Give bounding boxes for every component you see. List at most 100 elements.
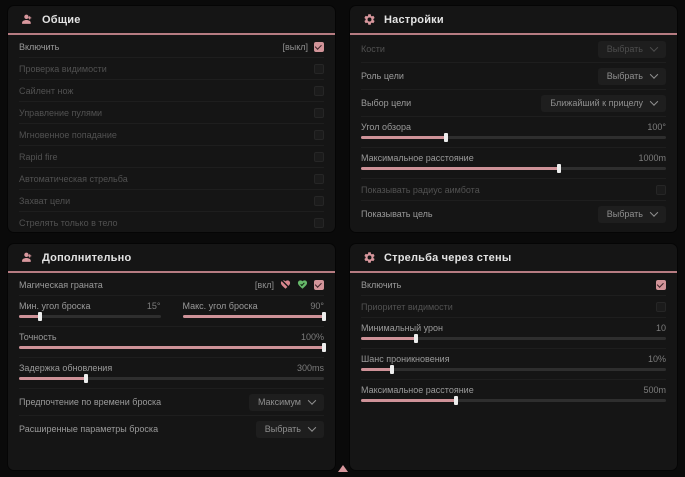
slider-label: Шанс проникновения: [361, 354, 450, 364]
toggle-row: Включить: [361, 274, 666, 296]
row-label: Включить: [19, 41, 60, 52]
row-controls: [314, 195, 324, 206]
toggle-row: Включить [выкл]: [19, 36, 324, 58]
panel-title: Настройки: [384, 13, 444, 26]
dropdown[interactable]: Выбрать: [597, 40, 666, 58]
dropdown[interactable]: Выбрать: [255, 420, 324, 438]
dropdown-value: Выбрать: [606, 208, 643, 219]
row-controls: [314, 173, 324, 184]
dropdown[interactable]: Ближайший к прицелу: [541, 94, 666, 112]
slider-label: Мин. угол броска: [19, 301, 91, 311]
toggle-row: Управление пулями: [19, 102, 324, 124]
slider-fill: [361, 399, 456, 402]
slider-fill: [19, 377, 87, 380]
slider-track[interactable]: [361, 334, 666, 343]
slider-label: Задержка обновления: [19, 363, 113, 373]
row-label: Мгновенное попадание: [19, 129, 117, 140]
checkbox[interactable]: [656, 301, 666, 312]
row-label: Показывать радиус аимбота: [361, 184, 480, 195]
slider-track[interactable]: [19, 374, 324, 383]
slider-handle[interactable]: [389, 365, 394, 374]
slider-track[interactable]: [361, 164, 666, 173]
row-label: Предпочтение по времени броска: [19, 397, 162, 407]
toggle-row: Магическая граната [вкл]: [19, 274, 324, 296]
slider-row: Шанс проникновения 10%: [361, 349, 666, 380]
slider-fill: [361, 167, 560, 170]
chevron-down-icon: [649, 43, 659, 52]
chevron-down-icon: [307, 423, 317, 432]
dropdown-row: Расширенные параметры броска Выбрать: [19, 416, 324, 442]
slider-track[interactable]: [361, 396, 666, 405]
heart-check-icon: [297, 279, 308, 290]
slider-header: Макс. угол броска 90°: [183, 301, 325, 311]
row-label: Магическая граната: [19, 279, 103, 290]
slider-track[interactable]: [19, 312, 161, 321]
row-label: Роль цели: [361, 71, 404, 81]
toggle-row: Стрелять только в тело: [19, 212, 324, 233]
slider-header: Максимальное расстояние 1000m: [361, 153, 666, 163]
slider-track[interactable]: [361, 365, 666, 374]
dropdown-row: Выбор цели Ближайший к прицелу: [361, 90, 666, 117]
checkbox[interactable]: [314, 41, 324, 52]
dropdown-value: Ближайший к прицелу: [550, 97, 643, 108]
row-controls: Выбрать: [597, 67, 666, 85]
row-label: Включить: [361, 279, 402, 290]
check-icon: [656, 280, 664, 288]
slider-handle[interactable]: [557, 164, 562, 173]
slider-handle[interactable]: [322, 312, 326, 321]
slider-label: Угол обзора: [361, 122, 411, 132]
checkbox[interactable]: [314, 173, 324, 184]
checkbox[interactable]: [314, 129, 324, 140]
checkbox[interactable]: [314, 279, 324, 290]
slider-track[interactable]: [182, 312, 326, 321]
gear-icon: [363, 251, 376, 264]
dropdown[interactable]: Выбрать: [597, 205, 666, 223]
dropdown[interactable]: Максимум: [248, 393, 324, 411]
panel-additional: Дополнительно Магическая граната [вкл] Мин.…: [8, 244, 335, 470]
checkbox[interactable]: [314, 151, 324, 162]
slider-handle[interactable]: [84, 374, 89, 383]
slider-track[interactable]: [19, 343, 326, 352]
slider-row: Максимальное расстояние 500m: [361, 380, 666, 410]
slider-value: 15°: [146, 301, 161, 311]
slider-handle[interactable]: [444, 133, 449, 142]
checkbox[interactable]: [314, 85, 324, 96]
row-controls: [314, 107, 324, 118]
slider-fill: [19, 346, 324, 349]
panel-body: Включить [выкл] Проверка видимости Сайлент …: [8, 35, 335, 233]
checkbox[interactable]: [656, 279, 666, 290]
toggle-row: Мгновенное попадание: [19, 124, 324, 146]
users-icon: [21, 13, 34, 26]
check-icon: [314, 42, 322, 50]
row-controls: Максимум: [248, 393, 324, 411]
dropdown-row: Кости Выбрать: [361, 36, 666, 63]
checkbox[interactable]: [314, 107, 324, 118]
slider-handle[interactable]: [38, 312, 43, 321]
row-label: Сайлент нож: [19, 85, 74, 96]
slider-fill: [361, 337, 416, 340]
slider-value: 300ms: [296, 363, 324, 373]
slider-row: Точность 100%: [19, 327, 326, 358]
slider-header: Угол обзора 100°: [361, 122, 666, 132]
row-controls: Выбрать: [597, 40, 666, 58]
checkbox[interactable]: [314, 63, 324, 74]
slider-fill: [361, 368, 392, 371]
checkbox[interactable]: [656, 184, 666, 195]
toggle-row: Приоритет видимости: [361, 296, 666, 318]
dropdown[interactable]: Выбрать: [597, 67, 666, 85]
checkbox[interactable]: [314, 195, 324, 206]
scroll-indicator-icon[interactable]: [338, 465, 348, 472]
slider-header: Минимальный урон 10: [361, 323, 666, 333]
row-label: Захват цели: [19, 195, 71, 206]
panel-header: Настройки: [350, 6, 677, 35]
checkbox[interactable]: [314, 217, 324, 228]
slider-track[interactable]: [361, 133, 666, 142]
slider-handle[interactable]: [322, 343, 326, 352]
slider-handle[interactable]: [453, 396, 458, 405]
slider-fill: [361, 136, 447, 139]
slider-row: Мин. угол броска 15°: [19, 296, 161, 326]
slider-handle[interactable]: [413, 334, 418, 343]
chevron-down-icon: [649, 97, 659, 106]
slider-label: Максимальное расстояние: [361, 153, 474, 163]
slider-label: Макс. угол броска: [182, 301, 258, 311]
